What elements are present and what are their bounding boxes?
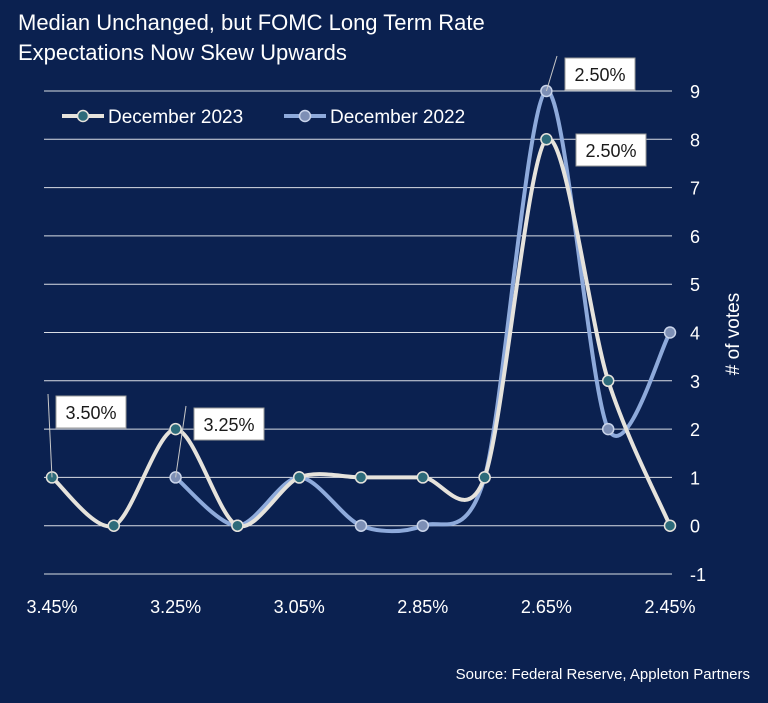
chart-title-line-1: Median Unchanged, but FOMC Long Term Rat… <box>18 10 485 35</box>
data-label-callout: 2.50% <box>575 133 647 167</box>
data-label-callout: 3.50% <box>47 393 127 478</box>
data-point <box>478 471 491 484</box>
legend-label: December 2023 <box>108 107 243 128</box>
x-tick-label: 3.25% <box>150 597 201 617</box>
data-point <box>292 471 306 484</box>
data-label: 2.50% <box>585 141 636 161</box>
leader-line <box>47 393 53 478</box>
data-point <box>601 422 615 436</box>
y-tick-label: 2 <box>690 420 700 440</box>
y-tick-label: 8 <box>690 130 700 150</box>
data-label-callout: 3.25% <box>175 405 265 478</box>
legend-swatch-marker <box>298 109 312 123</box>
y-tick-label: 5 <box>690 275 700 295</box>
data-label: 3.25% <box>203 415 254 435</box>
y-tick-label: -1 <box>690 565 706 585</box>
data-label-box <box>575 133 647 167</box>
data-point <box>601 374 615 388</box>
y-tick-label: 6 <box>690 227 700 247</box>
data-label-box <box>193 407 265 441</box>
y-tick-label: 7 <box>690 179 700 199</box>
data-point <box>354 519 368 532</box>
x-tick-label: 3.45% <box>26 597 77 617</box>
data-point <box>416 519 430 532</box>
y-tick-label: 3 <box>690 372 700 392</box>
series-december-2023 <box>45 133 677 532</box>
legend-swatch-marker <box>76 109 90 123</box>
leader-line <box>175 405 187 478</box>
data-label-callout: 2.50% <box>545 55 636 92</box>
x-tick-label: 2.65% <box>521 597 572 617</box>
legend-item: December 2022 <box>284 107 465 128</box>
chart-title: Median Unchanged, but FOMC Long Term Rat… <box>18 8 638 68</box>
data-point <box>416 471 430 484</box>
y-axis-label: # of votes <box>723 293 744 375</box>
data-point <box>231 519 244 532</box>
y-tick-label: 0 <box>690 517 700 537</box>
x-tick-label: 2.45% <box>644 597 695 617</box>
legend-label: December 2022 <box>330 107 465 128</box>
data-label: 2.50% <box>574 65 625 85</box>
leader-line <box>545 55 558 92</box>
data-label-box <box>55 395 127 429</box>
data-point <box>107 519 121 532</box>
x-tick-label: 3.05% <box>274 597 325 617</box>
data-label-box <box>564 57 636 91</box>
y-tick-label: 1 <box>690 468 700 488</box>
chart-title-line-2: Expectations Now Skew Upwards <box>18 40 347 65</box>
data-point <box>169 422 182 436</box>
data-point <box>663 326 677 339</box>
gridlines <box>44 90 672 575</box>
source-note: Source: Federal Reserve, Appleton Partne… <box>455 666 750 683</box>
data-label: 3.50% <box>65 403 116 423</box>
y-tick-label: 4 <box>690 324 700 344</box>
data-point <box>540 133 553 146</box>
y-tick-label: 9 <box>690 82 700 102</box>
data-point <box>354 471 368 484</box>
x-tick-label: 2.85% <box>397 597 448 617</box>
series-line <box>50 136 672 529</box>
data-point <box>663 519 677 532</box>
legend-item: December 2023 <box>62 107 243 128</box>
